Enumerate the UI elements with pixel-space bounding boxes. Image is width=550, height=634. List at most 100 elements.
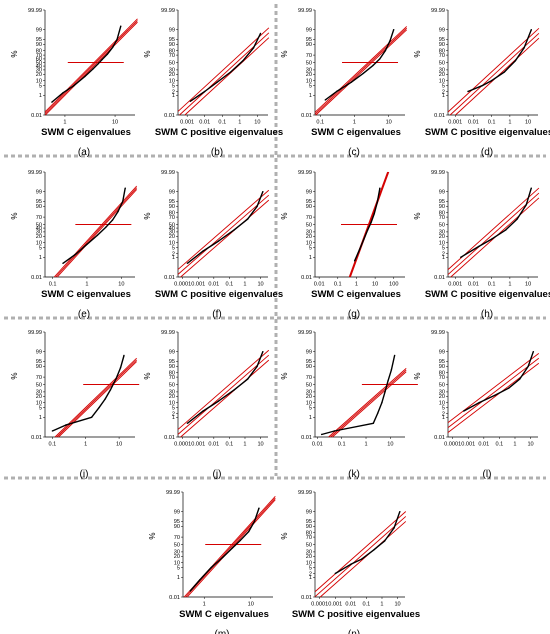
y-tick-label: 0.01	[169, 595, 180, 601]
x-tick-label: 0.01	[199, 120, 210, 126]
data-point	[233, 389, 235, 391]
x-axis-label: SWM C positive eigenvalues	[155, 127, 283, 138]
data-point	[362, 72, 364, 75]
y-axis-label: %	[143, 51, 152, 58]
data-point	[350, 563, 352, 566]
y-tick-label: 90	[306, 204, 312, 210]
y-tick-label: 10	[306, 400, 312, 406]
data-point	[462, 410, 465, 412]
y-tick-label: 20	[174, 554, 180, 560]
x-tick-label: 0.1	[49, 442, 57, 448]
data-point	[252, 47, 255, 49]
fit-line	[314, 26, 408, 113]
y-tick-label: 30	[36, 390, 42, 396]
data-point	[239, 539, 242, 541]
y-tick-label: 50	[306, 542, 312, 548]
y-tick-label: 95	[36, 199, 42, 205]
fit-line	[177, 189, 270, 270]
y-tick-label: 1	[309, 255, 312, 261]
data-point	[390, 369, 393, 371]
data-point	[104, 398, 106, 400]
data-point	[222, 556, 224, 559]
data-point	[389, 39, 391, 42]
y-tick-label: 70	[306, 53, 312, 59]
data-point	[379, 58, 381, 60]
y-tick-label: 50	[439, 222, 445, 228]
fit-line	[44, 20, 138, 114]
y-tick-label: 10	[169, 400, 175, 406]
panel-caption: (g)	[348, 309, 360, 320]
data-point	[253, 520, 256, 522]
y-tick-label: 20	[439, 394, 445, 400]
y-tick-label: 30	[306, 390, 312, 396]
y-tick-label: 99.99	[28, 170, 42, 176]
y-tick-label: 95	[169, 199, 175, 205]
y-tick-label: 30	[306, 230, 312, 236]
y-tick-label: 99	[169, 349, 175, 355]
data-point	[460, 256, 462, 259]
x-tick-label: 1	[508, 120, 511, 126]
data-point	[84, 75, 86, 78]
data-point	[363, 238, 365, 240]
y-tick-label: 99.99	[166, 490, 180, 496]
y-axis-label: %	[280, 373, 289, 380]
y-tick-label: 40	[36, 64, 42, 70]
data-series-trace	[321, 355, 396, 436]
data-point	[61, 92, 64, 94]
y-tick-label: 99	[439, 189, 445, 195]
y-tick-label: 1	[39, 415, 42, 421]
data-point	[478, 245, 480, 248]
fit-line	[180, 199, 270, 278]
data-point	[262, 350, 264, 353]
data-point	[186, 422, 189, 424]
y-tick-label: 80	[169, 210, 175, 216]
data-point	[393, 527, 395, 529]
data-point	[112, 46, 114, 48]
y-tick-label: 99.99	[298, 490, 312, 496]
y-tick-label: 99.99	[298, 8, 312, 14]
y-tick-label: 95	[439, 359, 445, 365]
data-series-trace	[186, 351, 264, 424]
x-tick-label: 0.01	[345, 602, 356, 608]
y-tick-label: 80	[306, 530, 312, 536]
data-point	[370, 222, 372, 224]
data-point	[186, 262, 189, 264]
y-tick-label: 0.01	[301, 275, 312, 281]
y-tick-label: 80	[439, 210, 445, 216]
y-axis-label: %	[143, 213, 152, 220]
y-tick-label: 90	[36, 42, 42, 48]
y-tick-label: 10	[306, 240, 312, 246]
y-tick-label: 90	[306, 364, 312, 370]
y-tick-label: 50	[306, 222, 312, 228]
fit-line	[58, 361, 137, 438]
y-tick-label: 10	[169, 78, 175, 84]
y-tick-label: 10	[174, 560, 180, 566]
y-tick-label: 95	[36, 37, 42, 43]
y-tick-label: 99.99	[161, 170, 175, 176]
y-tick-label: 1	[442, 255, 445, 261]
x-tick-label: 10	[372, 282, 378, 288]
x-tick-label: 10	[112, 120, 118, 126]
data-point	[333, 430, 336, 432]
data-point	[258, 507, 260, 509]
fit-line	[44, 21, 138, 116]
fit-line	[319, 521, 407, 598]
x-tick-label: 0.0001	[174, 282, 191, 288]
x-axis-label: SWM C positive eigenvalues	[425, 127, 550, 138]
fit-line	[177, 194, 270, 275]
data-point	[523, 47, 525, 49]
y-tick-label: 5	[172, 406, 175, 412]
y-tick-label: 99.99	[161, 8, 175, 14]
x-tick-label: 1	[84, 442, 87, 448]
x-tick-label: 0.001	[448, 120, 462, 126]
fit-line	[177, 349, 270, 430]
fit-line	[44, 18, 138, 113]
y-tick-label: 10	[306, 560, 312, 566]
y-tick-label: 30	[174, 550, 180, 556]
axes-frame	[447, 172, 538, 278]
y-tick-label: 90	[36, 364, 42, 370]
y-tick-label: 0.01	[164, 275, 175, 281]
y-tick-label: 90	[439, 204, 445, 210]
